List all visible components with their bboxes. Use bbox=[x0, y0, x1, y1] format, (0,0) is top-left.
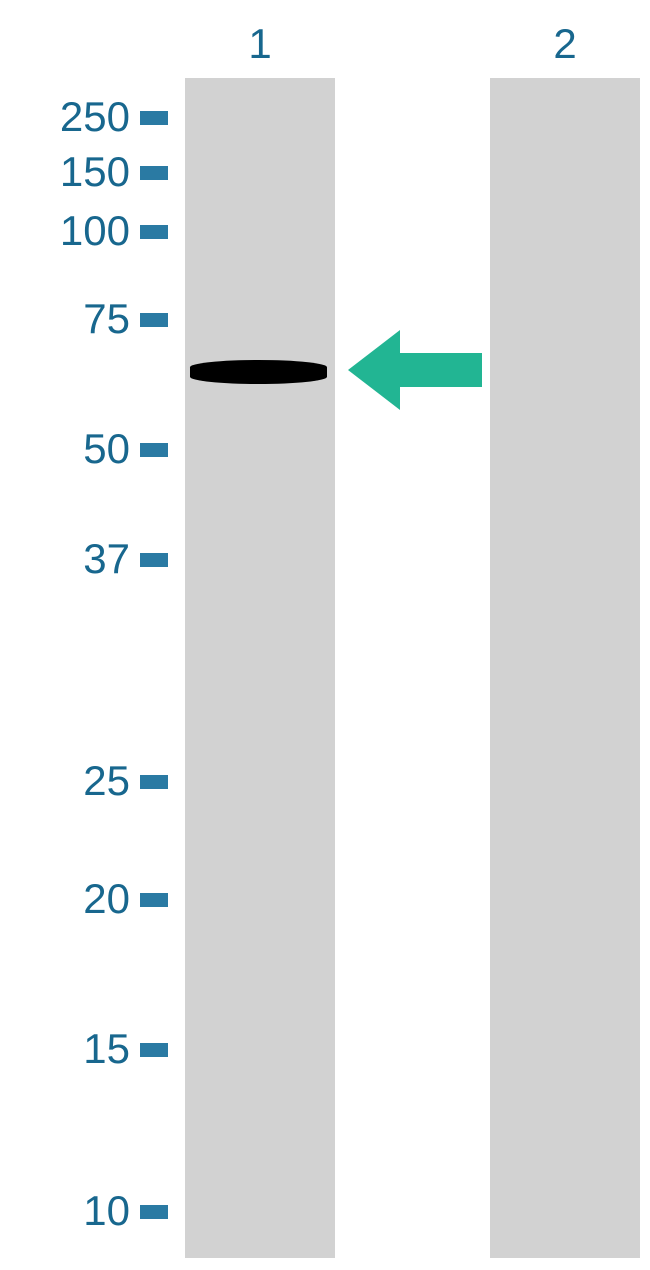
lane-1 bbox=[185, 78, 335, 1258]
marker-label-250: 250 bbox=[60, 93, 130, 141]
marker-label-25: 25 bbox=[83, 757, 130, 805]
marker-tick-150 bbox=[140, 166, 168, 180]
marker-tick-250 bbox=[140, 111, 168, 125]
lane-header-1: 1 bbox=[230, 20, 290, 68]
lane-header-2: 2 bbox=[535, 20, 595, 68]
marker-tick-25 bbox=[140, 775, 168, 789]
protein-band bbox=[190, 360, 327, 384]
marker-label-100: 100 bbox=[60, 207, 130, 255]
marker-label-37: 37 bbox=[83, 535, 130, 583]
western-blot-figure: 1 2 250 150 100 75 50 37 25 20 15 10 bbox=[0, 0, 650, 1270]
lane-2 bbox=[490, 78, 640, 1258]
band-indicator-arrow-icon bbox=[348, 330, 482, 410]
marker-label-50: 50 bbox=[83, 425, 130, 473]
marker-tick-100 bbox=[140, 225, 168, 239]
marker-label-20: 20 bbox=[83, 875, 130, 923]
marker-tick-15 bbox=[140, 1043, 168, 1057]
marker-tick-50 bbox=[140, 443, 168, 457]
marker-label-15: 15 bbox=[83, 1025, 130, 1073]
marker-tick-10 bbox=[140, 1205, 168, 1219]
marker-tick-37 bbox=[140, 553, 168, 567]
marker-label-10: 10 bbox=[83, 1187, 130, 1235]
marker-label-75: 75 bbox=[83, 295, 130, 343]
marker-tick-20 bbox=[140, 893, 168, 907]
marker-label-150: 150 bbox=[60, 148, 130, 196]
marker-tick-75 bbox=[140, 313, 168, 327]
